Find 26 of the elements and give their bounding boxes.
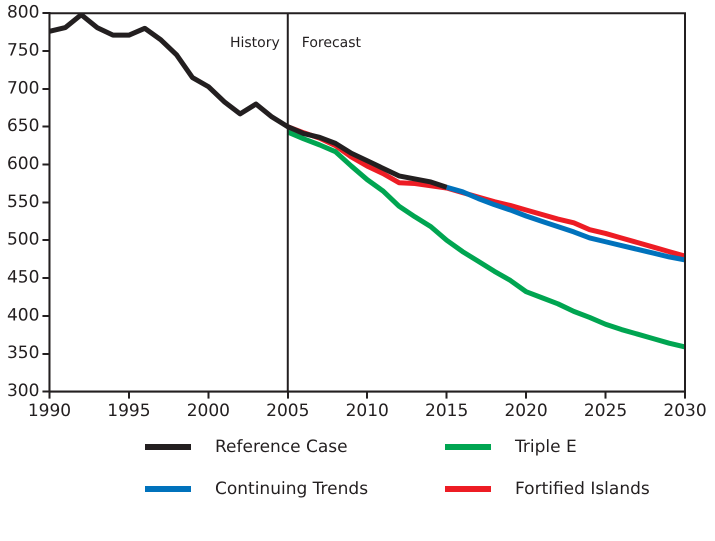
- x-tick-label: 2030: [663, 401, 707, 422]
- y-tick-label: 750: [6, 40, 40, 60]
- y-tick-label: 400: [6, 305, 40, 326]
- y-tick-label: 350: [6, 343, 40, 364]
- annotation: Forecast: [302, 34, 362, 51]
- x-tick-label: 1990: [28, 401, 72, 422]
- y-tick-label: 700: [6, 78, 40, 98]
- x-tick-label: 1995: [107, 401, 151, 422]
- y-tick-label: 300: [6, 381, 40, 402]
- x-tick-label: 2010: [346, 401, 389, 422]
- y-tick-label: 650: [6, 116, 40, 136]
- x-tick-label: 2025: [584, 401, 628, 422]
- y-tick-label: 550: [6, 192, 40, 212]
- y-tick-label: 600: [6, 154, 40, 174]
- y-tick-label: 800: [6, 2, 40, 23]
- y-tick-label: 450: [6, 268, 40, 288]
- legend-label: Continuing Trends: [215, 479, 368, 499]
- x-tick-label: 2020: [504, 401, 548, 422]
- y-tick-label: 500: [6, 230, 40, 250]
- x-tick-label: 2005: [266, 401, 310, 422]
- annotation: History: [230, 34, 280, 51]
- legend-label: Reference Case: [215, 437, 348, 457]
- legend-label: Fortified Islands: [515, 479, 650, 499]
- legend-label: Triple E: [515, 437, 577, 457]
- x-tick-label: 2015: [425, 401, 468, 422]
- x-tick-label: 2000: [186, 401, 230, 422]
